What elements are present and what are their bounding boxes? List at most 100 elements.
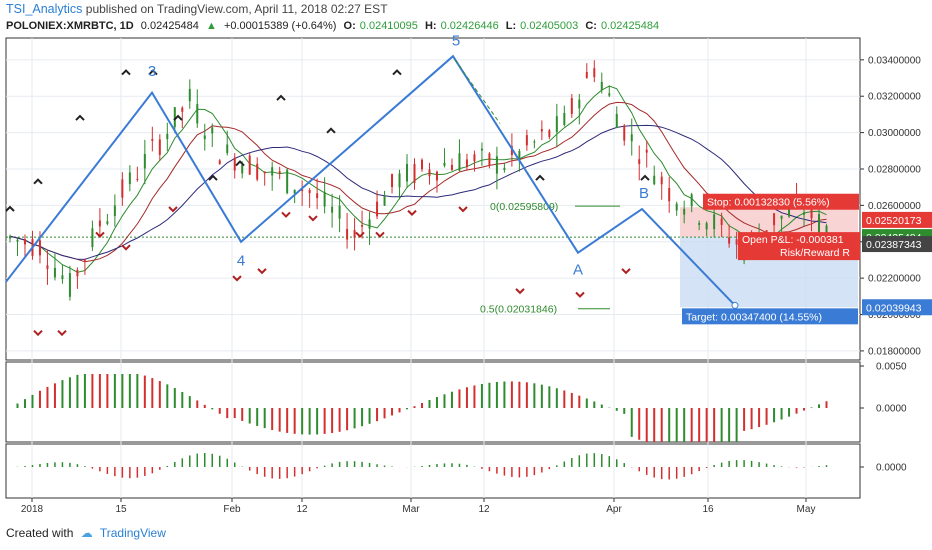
wave-path	[5, 54, 736, 307]
candle-body	[248, 155, 251, 175]
down-fractal-marker	[281, 211, 291, 218]
candle-body	[143, 153, 146, 169]
y-tick-label: 0.03400000	[868, 55, 921, 66]
down-fractal-marker	[407, 209, 417, 217]
candle-body	[713, 214, 716, 230]
candle-body	[653, 175, 656, 185]
candle-body	[480, 148, 483, 151]
candle-body	[450, 164, 453, 171]
last-price: 0.02425484	[140, 20, 199, 32]
candle-body	[660, 176, 663, 185]
up-fractal-marker	[392, 69, 402, 76]
candle-body	[518, 151, 521, 161]
up-fractal-marker	[235, 160, 245, 167]
up-fractal-marker	[640, 174, 650, 181]
candle-body	[316, 193, 319, 199]
symbol-label: POLONIEX:XMRBTC, 1D	[6, 20, 134, 32]
candle-body	[301, 189, 304, 192]
price-tag-close-bg	[862, 236, 932, 253]
moving-average-line	[9, 85, 827, 273]
candle-body	[608, 93, 611, 96]
candle-body	[570, 98, 573, 114]
candle-body	[68, 273, 71, 297]
candle-body	[353, 230, 356, 238]
x-tick-label: 2018	[21, 504, 44, 515]
high-value: 0.02426446	[440, 20, 499, 32]
candle-body	[555, 116, 558, 133]
candle-body	[435, 171, 438, 181]
candle-body	[83, 259, 86, 261]
close-label: C:	[585, 20, 597, 32]
candle-body	[166, 133, 169, 140]
candle-body	[645, 149, 648, 153]
close-value: 0.02425484	[600, 20, 660, 32]
down-fractal-marker	[232, 275, 242, 282]
x-tick-label: 12	[478, 504, 490, 515]
candle-body	[488, 153, 491, 165]
candle-body	[256, 163, 259, 180]
candle-body	[196, 104, 199, 124]
candle-body	[203, 135, 206, 140]
candle-body	[818, 214, 821, 233]
candle-body	[9, 236, 11, 239]
down-fractal-marker	[308, 215, 318, 222]
candle-body	[803, 212, 806, 215]
axes: 0.03400000 0.03200000 0.03000000 0.02800000…	[21, 55, 921, 515]
oscillators	[16, 374, 828, 480]
down-fractal-marker	[95, 231, 105, 238]
moving-average-line	[9, 101, 827, 263]
candle-body	[675, 203, 678, 211]
down-fractal-marker	[57, 330, 67, 337]
down-fractal-marker	[515, 288, 525, 295]
candle-body	[810, 205, 813, 219]
down-fractal-marker	[257, 268, 267, 275]
candle-body	[158, 139, 161, 155]
down-fractal-marker	[621, 268, 631, 275]
candle-body	[368, 219, 371, 229]
x-tick-label: Feb	[223, 504, 241, 515]
up-arrow-icon: ▲	[205, 20, 217, 32]
wave-label: 4	[237, 252, 245, 269]
open-label: O:	[343, 20, 356, 32]
candle-body	[540, 129, 543, 132]
candle-body	[788, 208, 791, 217]
osc1-pane-frame	[5, 361, 861, 443]
up-fractal-marker	[326, 127, 336, 134]
candle-body	[113, 205, 116, 217]
candle-body	[728, 237, 731, 244]
low-label: L:	[505, 20, 517, 32]
up-fractal-marker	[33, 178, 43, 185]
x-tick-label: May	[797, 504, 816, 515]
candle-body	[263, 171, 266, 174]
candle-body	[181, 107, 184, 112]
x-tick-label: 12	[296, 504, 308, 515]
candle-body	[473, 154, 476, 162]
osc2-tick-label: 0.0000	[876, 463, 907, 474]
tradingview-brand[interactable]: TradingView	[99, 526, 166, 540]
candle-body	[698, 223, 701, 225]
up-fractal-marker	[148, 69, 158, 76]
publish-text: published on TradingView.com, April 11, …	[85, 2, 388, 16]
candle-body	[443, 162, 446, 166]
target-tag: Target: 0.00347400 (14.55%)	[686, 311, 822, 323]
down-fractal-marker	[575, 291, 585, 298]
y-tick-label: 0.01800000	[868, 346, 921, 357]
candle-body	[406, 163, 409, 182]
candle-body	[765, 230, 768, 234]
pnl-box	[738, 232, 860, 261]
candle-body	[458, 153, 461, 171]
candle-body	[76, 269, 79, 277]
author-link[interactable]: TSI_Analytics	[6, 2, 83, 16]
candle-body	[151, 138, 154, 141]
candles	[9, 60, 828, 301]
candle-body	[106, 221, 109, 224]
candle-body	[510, 146, 513, 156]
wave-label: B	[639, 185, 649, 202]
ohlc-legend: POLONIEX:XMRBTC, 1D 0.02425484 ▲ +0.0001…	[6, 20, 663, 32]
osc1-tick-label: 0.0000	[876, 404, 907, 415]
low-value: 0.02405003	[520, 20, 579, 32]
candle-body	[825, 225, 828, 234]
candle-body	[638, 159, 641, 165]
candle-body	[593, 68, 596, 78]
